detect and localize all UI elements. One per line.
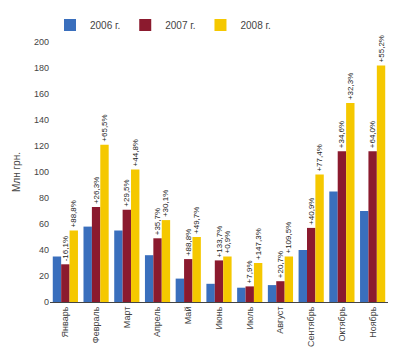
svg-text:+88,8%: +88,8% <box>184 229 193 256</box>
svg-text:140: 140 <box>34 115 49 125</box>
svg-text:Февраль: Февраль <box>91 306 101 343</box>
svg-text:40: 40 <box>39 245 49 255</box>
svg-text:Октябрь: Октябрь <box>337 306 347 341</box>
svg-text:+40,9%: +40,9% <box>307 198 316 225</box>
svg-text:20: 20 <box>39 271 49 281</box>
svg-text:2007 г.: 2007 г. <box>165 20 195 31</box>
svg-text:Июль: Июль <box>245 306 255 329</box>
svg-text:Млн грн.: Млн грн. <box>11 152 22 192</box>
svg-text:Ноябрь: Ноябрь <box>368 306 378 338</box>
svg-text:100: 100 <box>34 167 49 177</box>
svg-text:2008 г.: 2008 г. <box>240 20 270 31</box>
svg-text:180: 180 <box>34 63 49 73</box>
svg-text:+35,7%: +35,7% <box>153 208 162 235</box>
svg-text:+65,5%: +65,5% <box>100 114 109 141</box>
svg-text:Май: Май <box>183 307 193 325</box>
svg-text:+109,5%: +109,5% <box>284 222 293 254</box>
svg-text:+0,9%: +0,9% <box>223 231 232 254</box>
svg-text:Апрель: Апрель <box>152 306 162 337</box>
svg-text:+30,1%: +30,1% <box>161 190 170 217</box>
svg-text:80: 80 <box>39 193 49 203</box>
svg-text:+20,7%: +20,7% <box>276 251 285 278</box>
svg-text:+55,2%: +55,2% <box>377 35 386 62</box>
svg-text:200: 200 <box>34 37 49 47</box>
svg-text:+7,9%: +7,9% <box>245 260 254 283</box>
svg-text:2006 г.: 2006 г. <box>90 20 120 31</box>
svg-text:60: 60 <box>39 219 49 229</box>
svg-text:+44,8%: +44,8% <box>131 139 140 166</box>
svg-text:+49,7%: +49,7% <box>192 207 201 234</box>
svg-text:+26,3%: +26,3% <box>92 177 101 204</box>
svg-text:+133,7%: +133,7% <box>215 226 224 258</box>
svg-text:Январь: Январь <box>60 306 70 337</box>
svg-text:0: 0 <box>44 297 49 307</box>
svg-text:Сентябрь: Сентябрь <box>306 306 316 347</box>
svg-text:160: 160 <box>34 89 49 99</box>
svg-text:Июнь: Июнь <box>214 306 224 329</box>
svg-text:Март: Март <box>122 307 132 329</box>
svg-text:+64,0%: +64,0% <box>368 121 377 148</box>
svg-text:+77,4%: +77,4% <box>315 144 324 171</box>
svg-text:+32,3%: +32,3% <box>346 73 355 100</box>
svg-text:+34,6%: +34,6% <box>337 121 346 148</box>
svg-text:-16,1%: -16,1% <box>61 236 70 261</box>
svg-text:+29,5%: +29,5% <box>122 179 131 206</box>
svg-text:Август: Август <box>275 307 285 334</box>
svg-text:+88,8%: +88,8% <box>69 200 78 227</box>
svg-text:120: 120 <box>34 141 49 151</box>
svg-text:+147,3%: +147,3% <box>254 228 263 260</box>
